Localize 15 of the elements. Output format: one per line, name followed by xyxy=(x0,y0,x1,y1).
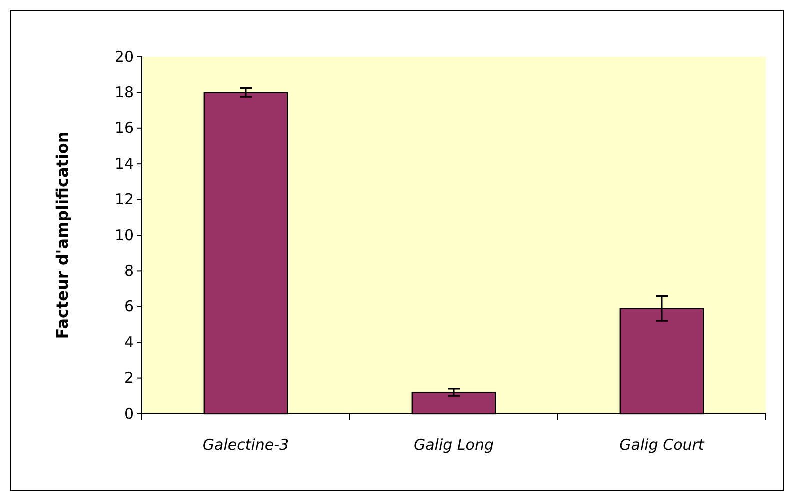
y-tick-label: 2 xyxy=(124,369,134,388)
y-axis-title: Facteur d'amplification xyxy=(53,132,72,340)
y-tick-label: 12 xyxy=(114,190,134,209)
y-tick-label: 18 xyxy=(114,84,134,102)
y-tick-label: 16 xyxy=(114,119,134,138)
y-tick-label: 10 xyxy=(114,226,134,244)
y-tick-label: 0 xyxy=(124,404,134,423)
y-tick-label: 20 xyxy=(114,48,134,66)
x-tick-label: Galig Long xyxy=(414,436,494,454)
x-tick-label: Galig Court xyxy=(620,436,706,454)
y-tick-label: 4 xyxy=(124,333,134,352)
y-tick-label: 14 xyxy=(114,154,134,173)
x-tick-label: Galectine-3 xyxy=(202,436,290,454)
y-tick-label: 8 xyxy=(124,262,134,280)
y-tick-label: 6 xyxy=(124,298,134,316)
